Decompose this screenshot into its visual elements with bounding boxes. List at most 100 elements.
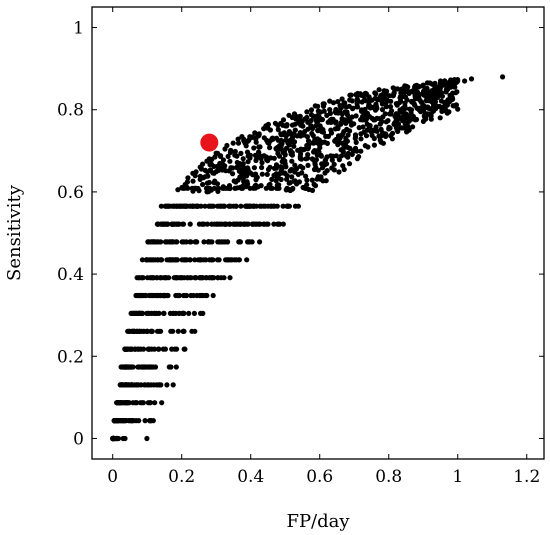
data-point — [309, 177, 315, 183]
data-point — [338, 121, 344, 127]
data-point — [244, 179, 250, 185]
data-point — [267, 181, 273, 187]
data-point — [295, 147, 301, 153]
data-point — [149, 328, 155, 334]
y-tick-label: 0.4 — [57, 265, 84, 285]
data-point — [420, 82, 426, 88]
data-point — [372, 107, 379, 113]
data-point — [305, 162, 311, 168]
data-point — [146, 364, 152, 370]
data-point — [358, 136, 364, 142]
data-point — [421, 102, 427, 109]
data-point — [263, 185, 269, 191]
data-point — [325, 133, 331, 139]
data-point — [341, 142, 347, 148]
data-point — [158, 203, 164, 209]
data-point — [374, 128, 380, 134]
data-point — [224, 239, 231, 245]
data-point — [267, 145, 273, 151]
data-point — [211, 163, 217, 169]
data-point — [172, 257, 178, 263]
data-point — [364, 121, 370, 127]
data-point — [112, 418, 118, 424]
data-point — [241, 221, 247, 227]
data-point — [134, 400, 140, 406]
data-point — [318, 152, 324, 158]
y-tick-label: 1 — [73, 19, 84, 39]
data-point — [366, 114, 373, 120]
data-point — [180, 310, 186, 316]
data-point — [425, 111, 431, 117]
data-point — [140, 346, 147, 352]
data-point — [215, 275, 221, 281]
data-point — [313, 123, 319, 129]
data-point — [216, 167, 222, 173]
data-point — [336, 157, 342, 163]
data-point — [190, 178, 196, 184]
data-point — [147, 275, 153, 281]
data-point — [253, 139, 259, 145]
data-point — [338, 153, 345, 159]
data-point — [311, 181, 317, 187]
data-point — [228, 165, 234, 171]
data-point — [179, 185, 185, 191]
data-point — [226, 184, 232, 190]
data-point — [154, 239, 160, 245]
data-point — [348, 92, 354, 98]
data-point — [230, 140, 236, 146]
data-point — [388, 98, 394, 104]
data-point — [437, 103, 443, 110]
highlight-point — [200, 133, 219, 152]
data-point — [313, 118, 320, 124]
data-point — [205, 239, 211, 245]
data-point — [193, 275, 199, 281]
data-point — [261, 203, 267, 209]
data-point — [181, 239, 187, 245]
data-point — [146, 310, 152, 316]
data-point — [372, 117, 378, 123]
data-point — [397, 107, 403, 113]
data-point — [376, 87, 382, 93]
data-point — [151, 382, 157, 388]
data-point — [271, 203, 277, 209]
data-point — [144, 328, 150, 334]
data-point — [291, 139, 298, 145]
data-point — [368, 129, 374, 135]
data-point — [346, 161, 353, 167]
data-point — [200, 161, 206, 167]
data-point — [136, 275, 142, 281]
data-point — [317, 176, 323, 182]
data-point — [297, 130, 303, 136]
data-point — [246, 137, 252, 143]
data-point — [212, 178, 218, 184]
data-point — [187, 257, 193, 263]
data-point — [115, 418, 121, 424]
data-point — [122, 418, 128, 424]
data-point — [386, 126, 392, 132]
data-point — [292, 121, 298, 127]
data-point — [144, 435, 150, 442]
data-point — [344, 138, 350, 144]
data-point — [223, 257, 229, 263]
data-point — [286, 180, 292, 186]
data-point — [341, 100, 347, 106]
data-point — [353, 139, 359, 145]
data-point — [160, 221, 166, 227]
data-point — [500, 74, 506, 80]
data-point — [408, 107, 415, 113]
data-point — [354, 99, 361, 105]
data-point — [311, 166, 318, 173]
data-point — [165, 292, 171, 299]
data-point — [344, 112, 351, 118]
data-point — [291, 131, 297, 137]
data-point — [161, 310, 167, 316]
data-point — [193, 203, 199, 209]
data-point — [383, 104, 389, 110]
data-point — [389, 108, 395, 114]
data-point — [203, 257, 209, 263]
data-point — [443, 87, 449, 93]
data-point — [335, 99, 341, 105]
data-point — [376, 133, 382, 140]
data-point — [297, 113, 303, 119]
data-point — [164, 382, 170, 388]
